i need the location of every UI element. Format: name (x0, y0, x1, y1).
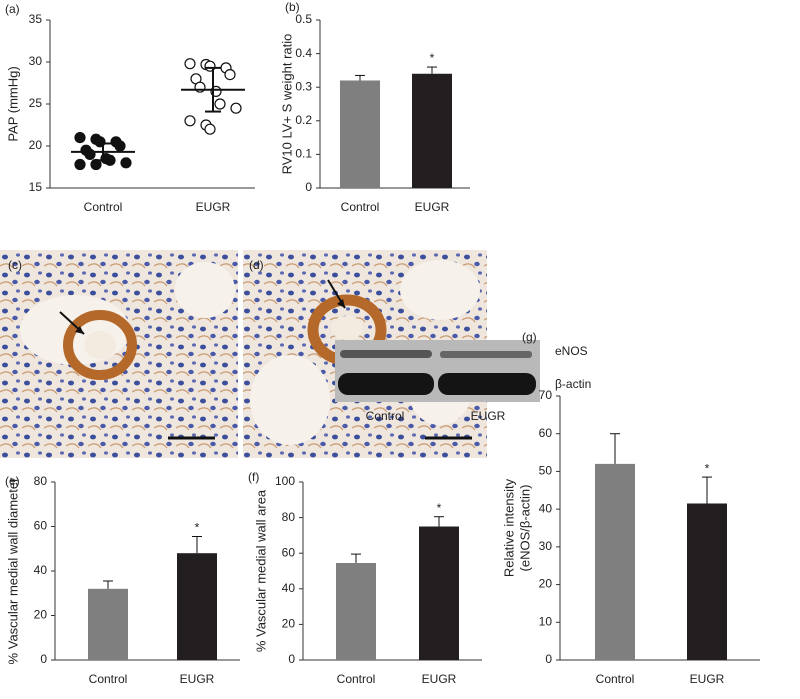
y-tick-label: 10 (539, 614, 553, 628)
micrograph-d (243, 250, 487, 458)
panel-label: (c) (8, 258, 22, 272)
lane-label: EUGR (471, 409, 506, 423)
bar (419, 526, 459, 660)
y-tick-label: 30 (29, 54, 43, 68)
bar (177, 553, 217, 660)
y-tick-label: 100 (275, 474, 295, 488)
data-point (230, 102, 242, 114)
significance-mark: * (705, 461, 710, 475)
y-tick-label: 40 (539, 501, 553, 515)
bar (340, 80, 380, 188)
y-tick-label: 80 (34, 474, 48, 488)
y-tick-label: 0.5 (295, 12, 312, 26)
data-point (74, 132, 86, 144)
x-tick-label: EUGR (196, 200, 231, 214)
panel-label: (a) (5, 2, 20, 16)
bar (412, 73, 452, 188)
data-point (204, 123, 216, 135)
panel-label: (e) (5, 474, 20, 488)
y-axis-title: % Vascular medial wall diameter (5, 477, 20, 665)
y-tick-label: 20 (282, 617, 296, 631)
y-tick-label: 0.3 (295, 79, 312, 93)
y-tick-label: 0 (545, 652, 552, 666)
data-point (74, 158, 86, 171)
y-tick-label: 15 (29, 180, 43, 194)
y-tick-label: 20 (29, 138, 43, 152)
y-tick-label: 20 (34, 608, 48, 622)
panel-label: (b) (285, 0, 300, 14)
y-tick-label: 60 (282, 545, 296, 559)
y-tick-label: 30 (539, 539, 553, 553)
y-tick-label: 50 (539, 464, 553, 478)
western-blot (335, 340, 540, 402)
y-axis-title: PAP (mmHg) (5, 66, 20, 141)
band-label: eNOS (555, 344, 588, 358)
y-tick-label: 0.2 (295, 113, 312, 127)
y-tick-label: 0 (40, 652, 47, 666)
data-point (184, 58, 196, 70)
data-point (120, 157, 132, 169)
y-tick-label: 40 (34, 563, 48, 577)
y-tick-label: 0 (305, 180, 312, 194)
y-axis-title: (eNOS/β-actin) (517, 485, 532, 572)
significance-mark: * (430, 51, 435, 65)
data-point (184, 115, 196, 127)
y-tick-label: 40 (282, 581, 296, 595)
x-tick-label: Control (596, 672, 635, 686)
y-tick-label: 0.1 (295, 147, 312, 161)
bar (595, 463, 635, 660)
bar (88, 588, 128, 660)
data-point (224, 68, 236, 81)
panel-label: (f) (248, 470, 259, 484)
x-tick-label: Control (89, 672, 128, 686)
y-tick-label: 60 (539, 426, 553, 440)
y-tick-label: 25 (29, 96, 43, 110)
panel-label: (d) (249, 258, 264, 272)
y-tick-label: 0 (288, 652, 295, 666)
significance-mark: * (437, 501, 442, 515)
panel-label: (g) (522, 330, 537, 344)
y-tick-label: 70 (539, 388, 553, 402)
y-tick-label: 60 (34, 519, 48, 533)
significance-mark: * (195, 521, 200, 535)
x-tick-label: EUGR (180, 672, 215, 686)
x-tick-label: EUGR (422, 672, 457, 686)
x-tick-label: Control (341, 200, 380, 214)
y-axis-title: Relative intensity (501, 478, 516, 577)
band-label: β-actin (555, 377, 591, 391)
y-tick-label: 20 (539, 577, 553, 591)
y-tick-label: 0.4 (295, 46, 312, 60)
y-tick-label: 35 (29, 12, 43, 26)
y-axis-title: RV10 LV+ S weight ratio (279, 34, 294, 175)
lane-label: Control (366, 409, 405, 423)
data-point (214, 98, 226, 110)
x-tick-label: EUGR (415, 200, 450, 214)
micrograph-c (0, 250, 238, 458)
x-tick-label: EUGR (690, 672, 725, 686)
data-point (114, 140, 126, 152)
y-tick-label: 80 (282, 510, 296, 524)
bar (336, 562, 376, 660)
x-tick-label: Control (337, 672, 376, 686)
bar (687, 503, 727, 660)
x-tick-label: Control (84, 200, 123, 214)
y-axis-title: % Vascular medial wall area (253, 489, 268, 652)
